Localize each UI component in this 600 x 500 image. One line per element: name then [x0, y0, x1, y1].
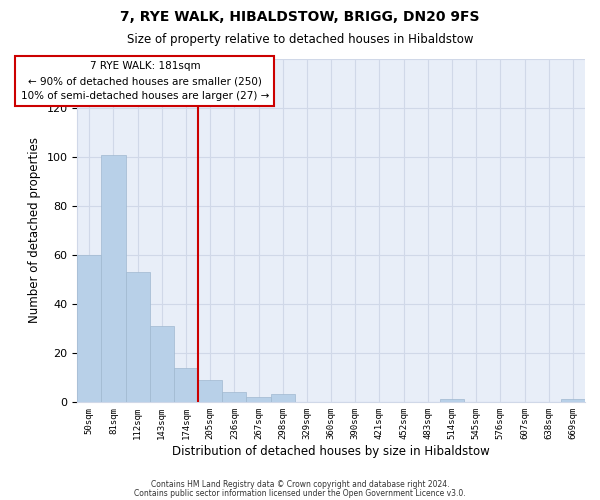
Bar — [125, 272, 150, 402]
Bar — [150, 326, 174, 402]
Bar — [247, 397, 271, 402]
Text: 7, RYE WALK, HIBALDSTOW, BRIGG, DN20 9FS: 7, RYE WALK, HIBALDSTOW, BRIGG, DN20 9FS — [120, 10, 480, 24]
Text: 7 RYE WALK: 181sqm
← 90% of detached houses are smaller (250)
10% of semi-detach: 7 RYE WALK: 181sqm ← 90% of detached hou… — [21, 62, 269, 101]
Bar — [77, 255, 101, 402]
Text: Contains HM Land Registry data © Crown copyright and database right 2024.: Contains HM Land Registry data © Crown c… — [151, 480, 449, 489]
Y-axis label: Number of detached properties: Number of detached properties — [28, 138, 41, 324]
Bar — [271, 394, 295, 402]
Bar — [440, 400, 464, 402]
Bar — [101, 154, 125, 402]
X-axis label: Distribution of detached houses by size in Hibaldstow: Distribution of detached houses by size … — [172, 444, 490, 458]
Bar — [198, 380, 222, 402]
Bar — [561, 400, 585, 402]
Bar — [174, 368, 198, 402]
Bar — [222, 392, 247, 402]
Text: Contains public sector information licensed under the Open Government Licence v3: Contains public sector information licen… — [134, 488, 466, 498]
Text: Size of property relative to detached houses in Hibaldstow: Size of property relative to detached ho… — [127, 32, 473, 46]
